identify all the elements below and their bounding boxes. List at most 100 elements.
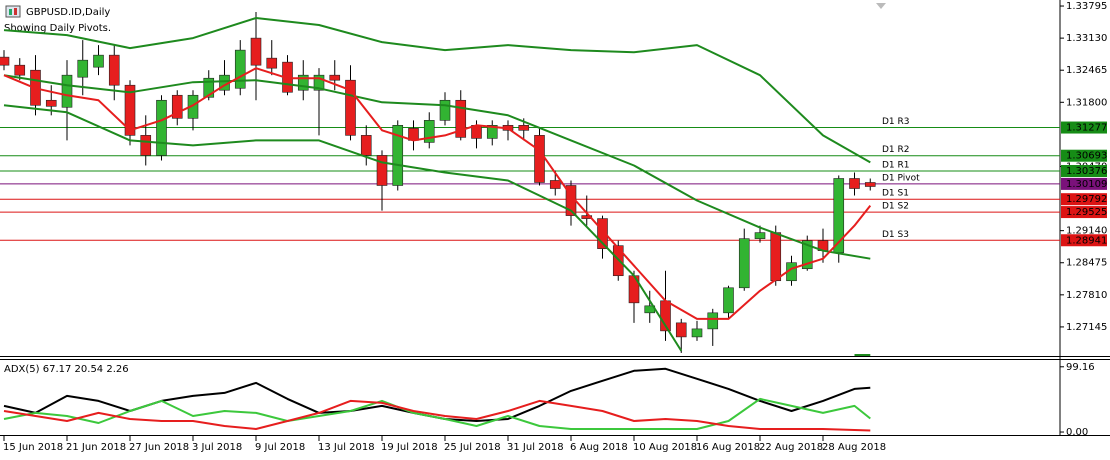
candle-body bbox=[439, 99, 451, 121]
pivot-price: 1.30693 bbox=[1066, 151, 1107, 162]
y-tick-label: 1.32465 bbox=[1066, 65, 1107, 76]
x-tick-label: 16 Aug 2018 bbox=[696, 442, 760, 453]
candle-body bbox=[250, 37, 262, 66]
y-tick-label: 1.27145 bbox=[1066, 322, 1107, 333]
candle-body bbox=[707, 312, 719, 330]
candle-body bbox=[0, 56, 10, 66]
candle-body bbox=[124, 84, 136, 136]
overlay-line bbox=[3, 17, 871, 164]
x-tick-label: 6 Aug 2018 bbox=[570, 442, 628, 453]
candle-body bbox=[61, 74, 73, 108]
candle-body bbox=[534, 135, 545, 183]
candle-body bbox=[171, 94, 183, 119]
pivot-price-box bbox=[1061, 234, 1107, 247]
overlay-line bbox=[3, 74, 871, 260]
x-tick-label: 31 Jul 2018 bbox=[507, 442, 564, 453]
candle-body bbox=[14, 64, 26, 76]
candle-body bbox=[392, 125, 404, 186]
candle-body bbox=[345, 79, 356, 136]
candle-body bbox=[77, 59, 89, 78]
pivot-price: 1.29792 bbox=[1066, 194, 1107, 205]
candle-body bbox=[376, 155, 388, 186]
candle-body bbox=[723, 287, 734, 314]
pivot-price: 1.30376 bbox=[1066, 166, 1107, 177]
symbol-icon bbox=[5, 5, 21, 18]
y-tick-label: 1.33795 bbox=[1066, 1, 1107, 12]
y-tick-label: 1.31800 bbox=[1066, 97, 1107, 108]
pivot-label: D1 S3 bbox=[882, 230, 909, 240]
candle-body bbox=[108, 54, 120, 86]
shift-marker bbox=[876, 3, 886, 9]
candle-body bbox=[93, 54, 104, 68]
candle-body bbox=[266, 57, 278, 69]
x-tick-label: 10 Aug 2018 bbox=[633, 442, 697, 453]
chart-title: GBPUSD.ID,Daily bbox=[26, 7, 110, 18]
candle-body bbox=[675, 322, 687, 338]
pivot-label: D1 R3 bbox=[882, 117, 910, 127]
y-tick-label: 1.33130 bbox=[1066, 33, 1107, 44]
pivot-price: 1.28941 bbox=[1066, 235, 1107, 246]
y-tick-label: 99.16 bbox=[1066, 362, 1095, 373]
pivot-price-box bbox=[1061, 165, 1107, 178]
overlay-line bbox=[3, 104, 871, 356]
candle-body bbox=[849, 178, 860, 189]
pivot-price: 1.30109 bbox=[1066, 179, 1107, 190]
pivot-label: D1 R1 bbox=[882, 161, 910, 171]
pivot-price-box bbox=[1061, 177, 1107, 190]
indicator-line bbox=[3, 397, 871, 430]
indicator-plot bbox=[3, 367, 871, 432]
candle-body bbox=[156, 99, 167, 156]
pivot-label: D1 Pivot bbox=[882, 173, 920, 183]
candle-body bbox=[45, 99, 57, 107]
x-tick-label: 22 Aug 2018 bbox=[759, 442, 823, 453]
x-tick-label: 15 Jun 2018 bbox=[3, 442, 63, 453]
candle-body bbox=[518, 125, 530, 131]
pivot-label: D1 S1 bbox=[882, 189, 909, 199]
candle-body bbox=[297, 74, 309, 91]
candle-body bbox=[691, 328, 703, 338]
x-tick-label: 28 Aug 2018 bbox=[822, 442, 886, 453]
pivot-price-box bbox=[1061, 121, 1107, 134]
overlay-line bbox=[3, 67, 872, 320]
chart-subtitle: Showing Daily Pivots. bbox=[4, 23, 111, 34]
candle-body bbox=[597, 218, 608, 249]
y-tick-label: 1.29140 bbox=[1066, 226, 1107, 237]
pivot-label: D1 S2 bbox=[882, 202, 909, 212]
candle-body bbox=[801, 240, 813, 270]
x-tick-label: 13 Jul 2018 bbox=[318, 442, 375, 453]
candle-body bbox=[754, 232, 766, 239]
candle-body bbox=[738, 238, 750, 289]
candle-body bbox=[549, 180, 561, 189]
candle-body bbox=[770, 232, 782, 282]
indicator-title: ADX(5) 67.17 20.54 2.26 bbox=[4, 364, 129, 375]
y-tick-label: 1.28475 bbox=[1066, 258, 1107, 269]
x-tick-label: 21 Jun 2018 bbox=[66, 442, 126, 453]
pivot-price-box bbox=[1061, 193, 1107, 206]
candle-body bbox=[234, 49, 246, 89]
y-tick-label: 0.00 bbox=[1066, 427, 1088, 438]
candle-body bbox=[360, 135, 372, 156]
x-tick-label: 19 Jul 2018 bbox=[381, 442, 438, 453]
pivot-price-box bbox=[1061, 206, 1107, 219]
pivot-price-box bbox=[1061, 149, 1107, 162]
candle-body bbox=[313, 74, 325, 91]
main-plot bbox=[0, 12, 1060, 356]
pivot-price: 1.31277 bbox=[1066, 123, 1107, 134]
x-tick-label: 27 Jun 2018 bbox=[129, 442, 189, 453]
x-tick-label: 25 Jul 2018 bbox=[444, 442, 501, 453]
candle-body bbox=[203, 77, 215, 98]
x-tick-label: 3 Jul 2018 bbox=[192, 442, 242, 453]
candle-body bbox=[423, 120, 435, 143]
pivot-price: 1.29525 bbox=[1066, 207, 1107, 218]
candle-body bbox=[140, 135, 152, 156]
y-tick-label: 1.27810 bbox=[1066, 290, 1107, 301]
candle-body bbox=[486, 125, 498, 139]
candle-body bbox=[581, 215, 593, 219]
candle-body bbox=[329, 74, 341, 81]
candle-body bbox=[455, 99, 467, 138]
pivot-label: D1 R2 bbox=[882, 145, 910, 155]
indicator-line bbox=[3, 399, 871, 432]
x-tick-label: 9 Jul 2018 bbox=[255, 442, 305, 453]
